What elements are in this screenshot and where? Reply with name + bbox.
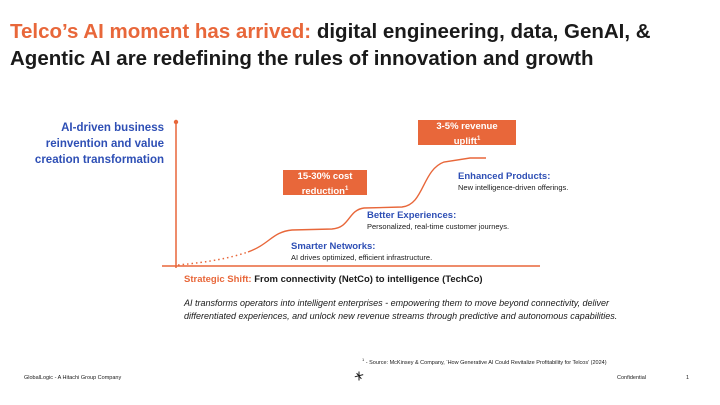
stage-title-smarter-networks: Smarter Networks: xyxy=(291,241,376,252)
callout-cost-reduction: 15-30% cost reduction1 xyxy=(283,170,367,198)
callout-cost-sup: 1 xyxy=(344,186,349,192)
source-text: - Source: McKinsey & Company, ‘How Gener… xyxy=(364,359,607,366)
y-axis-endpoint xyxy=(173,119,179,125)
callout-cost-text: 15-30% cost reduction xyxy=(297,171,353,198)
stage-desc-enhanced-products: New intelligence-driven offerings. xyxy=(458,183,569,192)
strategic-shift-label: Strategic Shift: xyxy=(184,274,252,285)
strategic-shift-text: From connectivity (NetCo) to intelligenc… xyxy=(251,274,483,285)
footer-company: GlobalLogic - A Hitachi Group Company xyxy=(24,375,122,381)
callout-revenue-text: 3-5% revenue uplift xyxy=(436,121,498,148)
callout-revenue-uplift: 3-5% revenue uplift1 xyxy=(418,120,516,148)
growth-curve-dotted xyxy=(177,251,249,266)
stage-title-enhanced-products: Enhanced Products: xyxy=(458,171,551,182)
page-number: 1 xyxy=(686,375,690,381)
growth-curve xyxy=(247,157,486,253)
title-highlight: Telco’s AI moment has arrived: xyxy=(10,20,312,43)
source-sup: 1 xyxy=(362,357,365,362)
stage-title-better-experiences: Better Experiences: xyxy=(367,210,457,221)
stage-desc-better-experiences: Personalized, real-time customer journey… xyxy=(367,222,510,231)
callout-revenue-sup: 1 xyxy=(476,136,481,142)
strategic-shift: Strategic Shift: From connectivity (NetC… xyxy=(184,274,483,285)
stage-desc-smarter-networks: AI drives optimized, efficient infrastru… xyxy=(291,253,433,262)
slide-title: Telco’s AI moment has arrived: digital e… xyxy=(10,18,710,72)
title-rest: digital engineering, data, GenAI, & Agen… xyxy=(10,20,651,70)
y-axis-label: AI-driven business reinvention and value… xyxy=(34,122,164,166)
footer-confidential: Confidential xyxy=(617,375,647,381)
source-note: 1 - Source: McKinsey & Company, ‘How Gen… xyxy=(362,357,607,366)
body-paragraph: AI transforms operators into intelligent… xyxy=(184,298,618,321)
globallogic-mark-icon xyxy=(354,371,364,381)
